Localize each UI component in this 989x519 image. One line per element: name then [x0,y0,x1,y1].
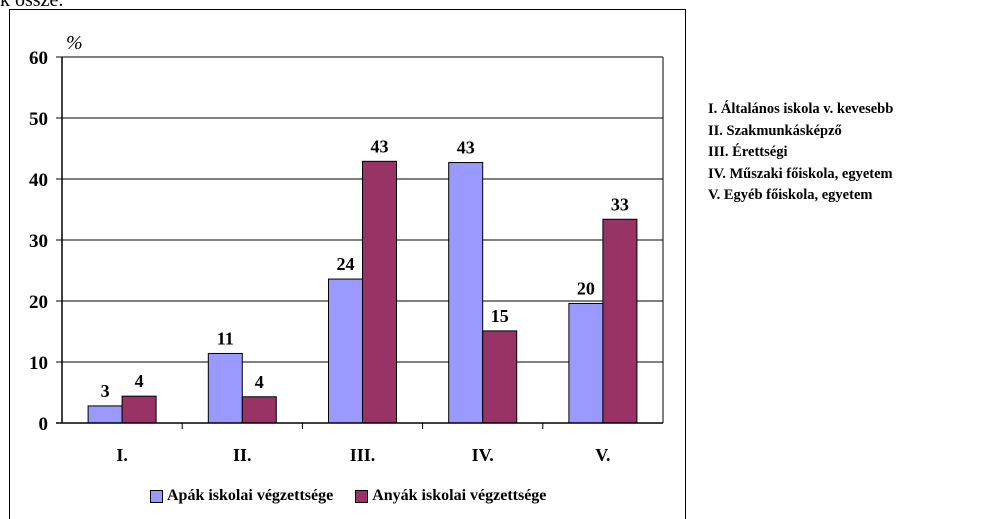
bar [87,405,123,424]
category-legend-item-2: II. Szakmunkásképző [708,122,842,139]
bar [121,395,157,424]
y-axis-label: % [66,32,83,54]
bar [328,278,363,424]
data-label: 43 [457,138,475,158]
legend-swatch-fathers [150,489,163,503]
y-tick-label: 60 [29,48,48,69]
legend-entry-fathers: Apák iskolai végzettsége [150,487,333,505]
data-label: 4 [135,371,144,391]
y-tick-label: 40 [29,170,48,191]
legend-entry-mothers: Anyák iskolai végzettsége [355,487,546,505]
x-tick-label: II. [233,445,252,465]
bar [448,162,484,424]
category-legend-item-5: V. Egyéb főiskola, egyetem [708,187,873,204]
y-tick-label: 0 [39,414,49,435]
y-tick-label: 30 [29,231,48,252]
legend-swatch-mothers [355,489,369,503]
data-label: 33 [611,194,629,214]
category-legend-item-1: I. Általános iskola v. kevesebb [708,101,894,117]
category-legend: I. Általános iskola v. kevesebb II. Szak… [708,99,893,207]
x-tick-label: I. [116,445,128,465]
bar [241,396,277,424]
bar [362,160,397,424]
page-text-fragment: k össze. [0,0,64,11]
category-legend-item-4: IV. Műszaki főiskola, egyetem [708,165,893,182]
bar [482,330,518,424]
legend-label-fathers: Apák iskolai végzettsége [167,487,334,504]
bar [207,352,243,424]
data-label: 4 [255,372,264,392]
x-tick-label: III. [350,445,376,465]
y-tick-label: 20 [29,292,48,313]
chart-frame [9,9,686,519]
data-label: 24 [337,254,355,274]
data-label: 20 [577,278,595,298]
data-label: 15 [491,306,509,326]
series-legend: Apák iskolai végzettsége Anyák iskolai v… [150,487,568,505]
x-tick-label: IV. [472,445,494,465]
x-tick-label: V. [595,445,610,465]
y-tick-label: 50 [29,109,48,130]
bar [568,302,604,424]
category-legend-item-3: III. Érettségi [708,144,788,161]
data-label: 11 [217,328,234,348]
y-tick-label: 10 [29,353,48,374]
data-label: 43 [371,136,389,156]
legend-label-mothers: Anyák iskolai végzettsége [372,487,547,504]
data-label: 3 [101,381,110,401]
bar [602,218,638,424]
